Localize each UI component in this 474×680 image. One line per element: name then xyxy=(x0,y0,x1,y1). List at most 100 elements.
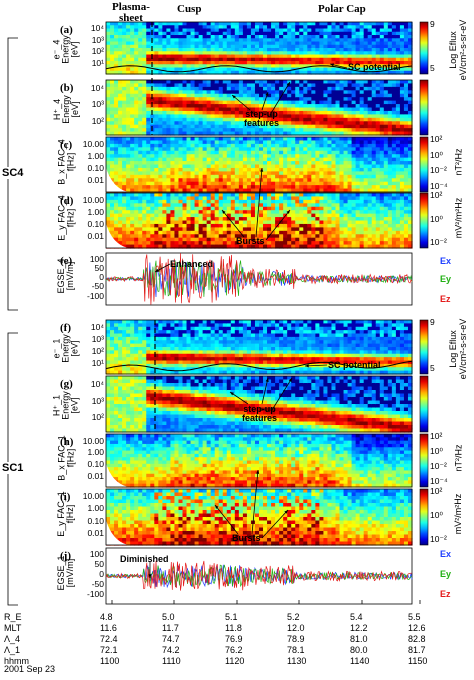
spectrogram-cell xyxy=(215,185,220,189)
spectrogram-cell xyxy=(158,111,163,115)
spectrogram-cell xyxy=(219,231,224,235)
spectrogram-cell xyxy=(315,144,320,148)
spectrogram-cell xyxy=(356,158,361,162)
spectrogram-cell xyxy=(130,221,135,225)
spectrogram-cell xyxy=(174,231,179,235)
spectrogram-cell xyxy=(315,151,320,155)
spectrogram-cell xyxy=(183,241,188,245)
spectrogram-cell xyxy=(340,118,345,122)
spectrogram-cell xyxy=(146,210,151,214)
spectrogram-cell xyxy=(219,203,224,207)
spectrogram-cell xyxy=(158,125,163,129)
spectrogram-cell xyxy=(376,90,381,94)
spectrogram-cell xyxy=(122,161,127,165)
spectrogram-cell xyxy=(368,224,373,228)
spectrogram-cell xyxy=(376,121,381,125)
spectrogram-cell xyxy=(275,193,280,197)
spectrogram-cell xyxy=(215,144,220,148)
spectrogram-cell xyxy=(344,178,349,182)
spectrogram-cell xyxy=(199,165,204,169)
spectrogram-cell xyxy=(215,80,220,84)
colorbar xyxy=(420,193,428,248)
spectrogram-cell xyxy=(392,224,397,228)
spectrogram-cell xyxy=(178,118,183,122)
spectrogram-cell xyxy=(187,175,192,179)
spectrogram-cell xyxy=(311,128,316,132)
spectrogram-cell xyxy=(311,94,316,98)
spectrogram-cell xyxy=(231,210,236,214)
spectrogram-cell xyxy=(162,80,167,84)
spectrogram-cell xyxy=(118,196,123,200)
spectrogram-cell xyxy=(154,94,159,98)
spectrogram-cell xyxy=(166,175,171,179)
spectrogram-cell xyxy=(360,196,365,200)
spectrogram-cell xyxy=(400,168,405,172)
spectrogram-cell xyxy=(392,182,397,186)
spectrogram-cell xyxy=(154,196,159,200)
spectrogram-cell xyxy=(219,207,224,211)
spectrogram-cell xyxy=(142,224,147,228)
spectrogram-cell xyxy=(327,185,332,189)
spectrogram-cell xyxy=(158,217,163,221)
spectrogram-cell xyxy=(275,158,280,162)
spectrogram-cell xyxy=(315,234,320,238)
spectrogram-cell xyxy=(307,121,312,125)
spectrogram-cell xyxy=(307,224,312,228)
spectrogram-cell xyxy=(331,158,336,162)
spectrogram-cell xyxy=(138,101,143,105)
spectrogram-cell xyxy=(287,193,292,197)
spectrogram-cell xyxy=(223,171,228,175)
spectrogram-cell xyxy=(134,193,139,197)
spectrogram-cell xyxy=(207,128,212,132)
spectrogram-cell xyxy=(356,94,361,98)
spectrogram-cell xyxy=(174,104,179,108)
spectrogram-cell xyxy=(170,182,175,186)
spectrogram-cell xyxy=(323,161,328,165)
spectrogram-cell xyxy=(259,161,264,165)
spectrogram-cell xyxy=(295,151,300,155)
spectrogram-cell xyxy=(187,151,192,155)
spectrogram-cell xyxy=(344,125,349,129)
spectrogram-cell xyxy=(291,118,296,122)
spectrogram-cell xyxy=(251,178,256,182)
spectrogram-cell xyxy=(239,87,244,91)
spectrogram-cell xyxy=(231,114,236,118)
spectrogram-cell xyxy=(170,128,175,132)
spectrogram-cell xyxy=(287,137,292,141)
spectrogram-cell xyxy=(376,178,381,182)
spectrogram-cell xyxy=(211,238,216,242)
spectrogram-cell xyxy=(283,185,288,189)
spectrogram-cell xyxy=(287,90,292,94)
spectrogram-cell xyxy=(388,94,393,98)
spectrogram-cell xyxy=(138,178,143,182)
spectrogram-cell xyxy=(146,128,151,132)
spectrogram-cell xyxy=(344,210,349,214)
spectrogram-cell xyxy=(178,234,183,238)
spectrogram-cell xyxy=(336,238,341,242)
spectrogram-cell xyxy=(162,234,167,238)
spectrogram-cell xyxy=(323,140,328,144)
spectrogram-cell xyxy=(227,154,232,158)
spectrogram-cell xyxy=(396,178,401,182)
spectrogram-cell xyxy=(219,114,224,118)
spectrogram-cell xyxy=(291,224,296,228)
spectrogram-cell xyxy=(331,224,336,228)
spectrogram-cell xyxy=(311,104,316,108)
spectrogram-cell xyxy=(183,234,188,238)
spectrogram-cell xyxy=(211,210,216,214)
spectrogram-cell xyxy=(130,83,135,87)
spectrogram-cell xyxy=(187,182,192,186)
spectrogram-cell xyxy=(388,185,393,189)
spectrogram-cell xyxy=(174,144,179,148)
spectrogram-cell xyxy=(384,171,389,175)
spectrogram-cell xyxy=(344,87,349,91)
spectrogram-cell xyxy=(150,108,155,112)
spectrogram-cell xyxy=(348,94,353,98)
spectrogram-cell xyxy=(251,137,256,141)
spectrogram-cell xyxy=(207,231,212,235)
spectrogram-cell xyxy=(404,125,409,129)
spectrogram-cell xyxy=(215,128,220,132)
spectrogram-cell xyxy=(118,104,123,108)
spectrogram-cell xyxy=(211,185,216,189)
spectrogram-cell xyxy=(299,238,304,242)
